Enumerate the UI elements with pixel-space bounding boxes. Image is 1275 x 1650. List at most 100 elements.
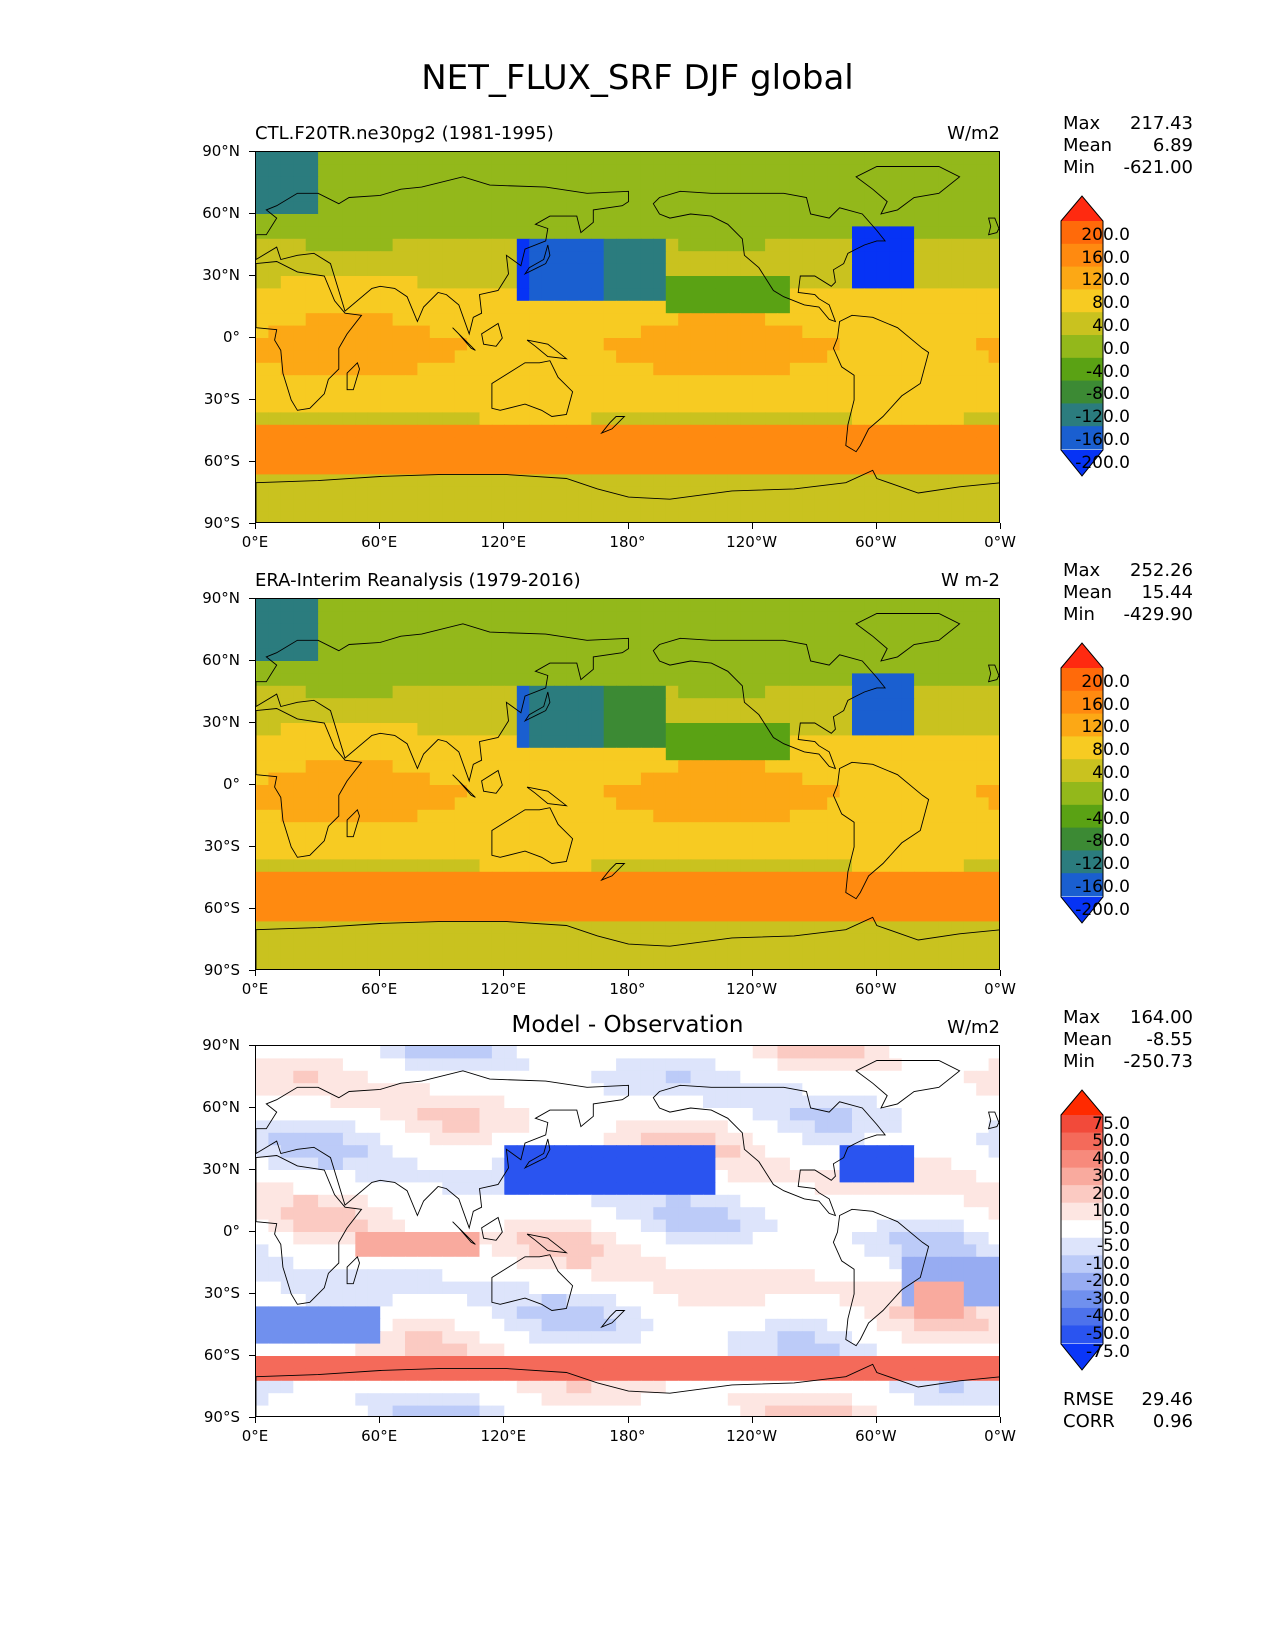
field-cell <box>305 338 319 351</box>
field-cell <box>305 1182 319 1196</box>
field-cell <box>330 909 344 922</box>
field-cell <box>479 375 493 389</box>
field-cell <box>653 946 667 960</box>
field-cell <box>938 599 952 612</box>
field-cell <box>988 599 999 612</box>
field-cell <box>653 288 667 302</box>
field-cell <box>976 871 990 885</box>
field-cell <box>491 859 505 873</box>
field-cell <box>467 1269 481 1283</box>
field-cell <box>554 1046 567 1059</box>
field-cell <box>603 698 617 712</box>
field-cell <box>591 1108 605 1121</box>
field-cell <box>516 412 530 426</box>
field-cell <box>765 909 779 922</box>
field-cell <box>256 909 269 922</box>
field-cell <box>727 723 741 736</box>
field-cell <box>342 1219 356 1233</box>
field-cell <box>417 1157 431 1171</box>
field-cell <box>703 1219 716 1233</box>
field-cell <box>876 933 890 947</box>
field-cell <box>752 325 766 339</box>
field-cell <box>616 772 630 786</box>
field-cell <box>318 747 332 761</box>
field-cell <box>789 1232 803 1245</box>
field-cell <box>479 1194 493 1208</box>
field-cell <box>628 735 642 749</box>
field-cell <box>715 1269 729 1283</box>
field-cell <box>690 300 704 314</box>
field-cell <box>280 1083 294 1097</box>
field-cell <box>901 362 915 376</box>
stat-value: -429.90 <box>1123 604 1193 625</box>
field-cell <box>280 238 294 252</box>
field-cell <box>802 486 816 500</box>
field-cell <box>268 412 282 426</box>
field-cell <box>566 164 580 178</box>
field-cell <box>603 946 617 960</box>
field-cell <box>454 1108 468 1121</box>
field-cell <box>280 412 294 426</box>
lon-tick-label: 60°E <box>361 980 398 998</box>
field-cell <box>541 437 555 451</box>
field-cell <box>901 437 915 451</box>
field-cell <box>330 760 344 774</box>
field-cell <box>988 449 999 463</box>
field-cell <box>442 152 456 165</box>
field-cell <box>305 1281 319 1295</box>
field-cell <box>603 896 617 910</box>
field-cell <box>268 1058 282 1072</box>
field-cell <box>516 735 530 749</box>
lat-tick-label: 30°N <box>202 713 240 731</box>
field-cell <box>814 909 828 922</box>
field-cell <box>678 847 692 860</box>
field-cell <box>914 362 928 376</box>
field-cell <box>963 896 977 910</box>
field-cell <box>814 1281 828 1295</box>
field-cell <box>789 673 803 687</box>
field-cell <box>789 288 803 302</box>
field-cell <box>603 661 617 674</box>
field-cell <box>951 772 965 786</box>
field-cell <box>988 673 999 687</box>
lat-tick-mark <box>249 784 255 785</box>
field-cell <box>976 1232 990 1245</box>
field-cell <box>653 263 667 277</box>
field-cell <box>839 735 853 749</box>
field-cell <box>504 1294 518 1307</box>
field-cell <box>491 1170 505 1183</box>
field-cell <box>727 263 741 277</box>
field-cell <box>901 1058 915 1072</box>
field-cell <box>442 226 456 240</box>
field-cell <box>442 449 456 463</box>
field-cell <box>293 1108 307 1121</box>
field-cell <box>703 375 716 389</box>
colorbar-label: -160.0 <box>1075 430 1130 450</box>
field-cell <box>802 636 816 650</box>
field-cell <box>355 474 369 488</box>
field-cell <box>603 400 617 413</box>
field-cell <box>951 226 965 240</box>
field-cell <box>703 400 716 413</box>
field-cell <box>976 921 990 935</box>
field-cell <box>491 797 505 811</box>
field-cell <box>529 946 543 960</box>
field-cell <box>355 189 369 203</box>
field-cell <box>640 1207 654 1221</box>
field-cell <box>504 263 518 277</box>
field-cell <box>703 424 716 438</box>
field-cell <box>789 1108 803 1121</box>
field-cell <box>429 933 443 947</box>
field-cell <box>256 1207 269 1221</box>
field-cell <box>852 1095 865 1109</box>
field-cell <box>516 486 530 500</box>
field-cell <box>268 1170 282 1183</box>
field-cell <box>653 1182 667 1196</box>
field-cell <box>740 1058 754 1072</box>
field-cell <box>392 685 406 699</box>
field-cell <box>665 226 679 240</box>
field-cell <box>318 1170 332 1183</box>
field-cell <box>355 599 369 612</box>
field-cell <box>678 1170 692 1183</box>
field-cell <box>727 1256 741 1270</box>
